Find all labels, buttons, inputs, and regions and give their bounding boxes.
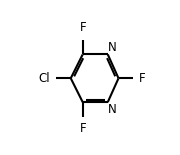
Text: N: N — [108, 103, 117, 116]
Text: F: F — [79, 21, 86, 34]
Text: F: F — [79, 122, 86, 135]
Text: Cl: Cl — [39, 72, 50, 85]
Text: N: N — [108, 41, 117, 54]
Text: F: F — [139, 72, 145, 85]
